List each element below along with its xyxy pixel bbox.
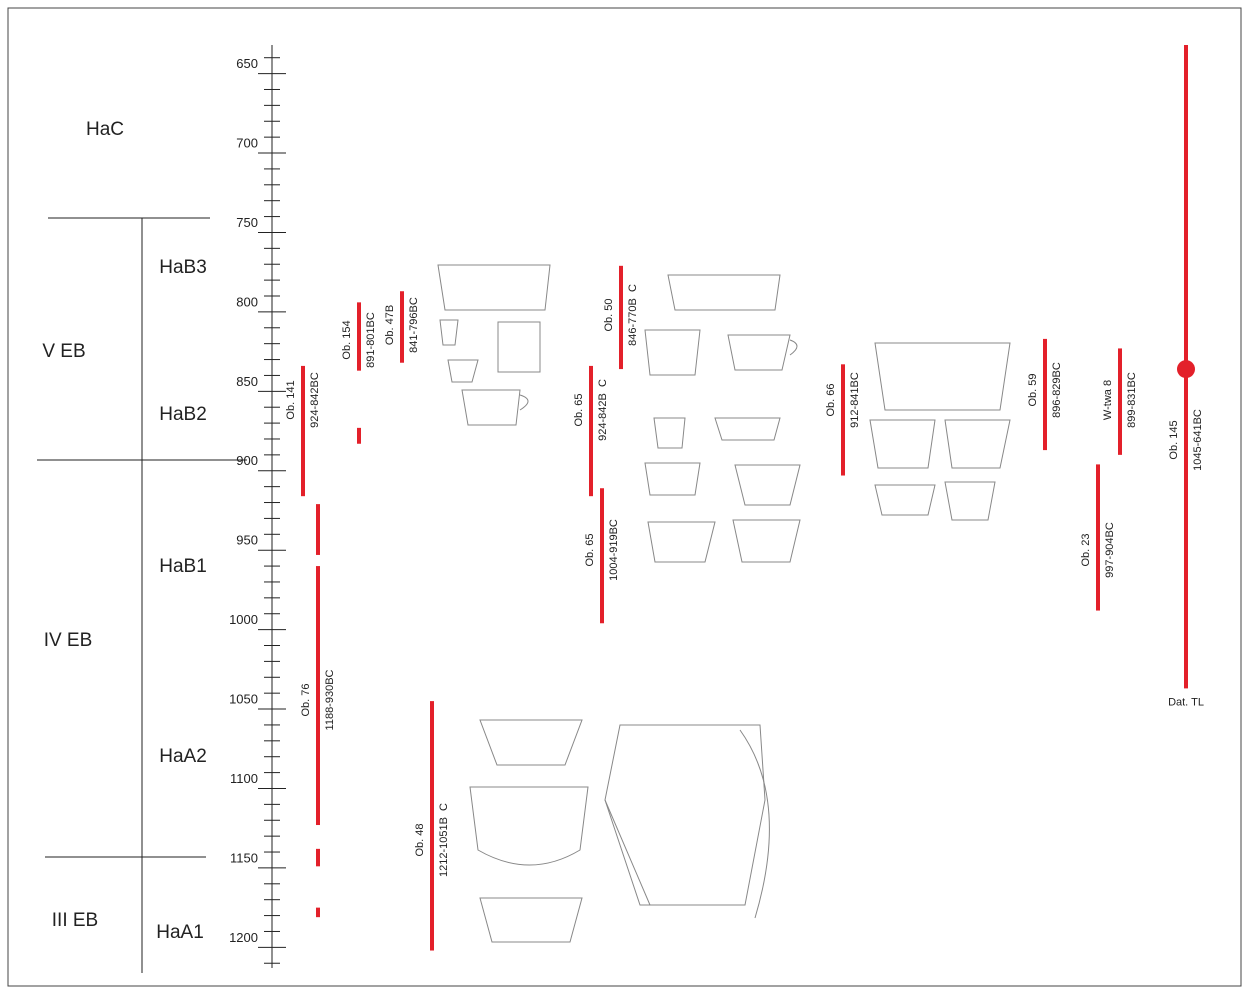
date-range-bar: [1096, 464, 1100, 611]
sample-name: Ob. 48: [414, 823, 426, 856]
sample-name: Ob. 141: [285, 380, 297, 419]
sample-range: 899-831BC: [1126, 372, 1138, 428]
date-range-bar: [841, 364, 845, 476]
sample-name: W-twa 8: [1102, 380, 1114, 420]
phase-label: HaB1: [159, 556, 207, 577]
sample-range: 1212-1051B C: [438, 803, 450, 877]
date-range-bar: [357, 427, 361, 444]
date-range-bar: [316, 848, 320, 867]
stage-label: III EB: [52, 910, 98, 931]
sample-name: Ob. 50: [603, 298, 615, 331]
sample-range: 1188-930BC: [324, 669, 336, 730]
sample-name: Ob. 76: [300, 683, 312, 716]
sample-range: 924-842B C: [597, 379, 609, 441]
date-range-bar: [400, 291, 404, 363]
date-range-bar: [357, 302, 361, 371]
sample-range: 1004-919BC: [608, 519, 620, 581]
sample-name: Ob. 145: [1168, 420, 1180, 459]
date-range-bar: [430, 701, 434, 951]
y-tick-label: 1150: [230, 850, 258, 865]
sample-range: 912-841BC: [849, 372, 861, 428]
date-range-bar: [316, 504, 320, 555]
phase-label: HaA1: [156, 922, 204, 943]
y-tick-label: 1100: [230, 771, 258, 786]
date-range-bar: [301, 365, 305, 497]
y-tick-label: 950: [236, 533, 258, 548]
y-tick-label: 800: [236, 294, 258, 309]
date-range-bar: [589, 365, 593, 497]
frame: [7, 7, 1242, 987]
date-range-bar: [619, 265, 623, 370]
phase-label: HaC: [86, 119, 124, 140]
sample-range: 997-904BC: [1104, 522, 1116, 578]
phase-label: HaB2: [159, 404, 207, 425]
stage-label: V EB: [42, 341, 85, 362]
date-range-bar: [1043, 338, 1047, 451]
sample-range: 841-796BC: [408, 297, 420, 353]
y-tick-label: 1000: [229, 612, 258, 627]
y-tick-label: 1200: [229, 930, 258, 945]
sample-range: 924-842BC: [309, 372, 321, 428]
sample-name: Ob. 47B: [384, 305, 396, 345]
sample-name: Ob. 23: [1080, 533, 1092, 566]
sample-name: Ob. 154: [341, 320, 353, 359]
sample-name: Ob. 59: [1027, 373, 1039, 406]
y-tick-label: 1050: [229, 691, 258, 706]
sample-range: 896-829BC: [1051, 362, 1063, 418]
y-tick-label: 900: [236, 453, 258, 468]
y-tick-label: 850: [236, 374, 258, 389]
pottery-drawings: [437, 264, 1011, 943]
date-point: [1177, 360, 1195, 379]
sample-range: 891-801BC: [365, 312, 377, 368]
sample-name: Ob. 65: [584, 533, 596, 566]
y-tick-label: 650: [236, 56, 258, 71]
sample-range: 1045-641BC: [1192, 409, 1204, 471]
y-tick-label: 750: [236, 215, 258, 230]
y-tick-label: 700: [236, 135, 258, 150]
sample-name: Ob. 66: [825, 383, 837, 416]
date-range-bar: [600, 488, 604, 624]
date-range-bar: [316, 907, 320, 918]
phase-label: HaA2: [159, 746, 207, 767]
date-note: Dat. TL: [1168, 696, 1204, 708]
date-range-bar: [316, 566, 320, 826]
stage-label: IV EB: [44, 630, 93, 651]
phase-label: HaB3: [159, 257, 207, 278]
date-range-bar: [1118, 348, 1122, 455]
sample-name: Ob. 65: [573, 393, 585, 426]
sample-range: 846-770B C: [627, 284, 639, 346]
